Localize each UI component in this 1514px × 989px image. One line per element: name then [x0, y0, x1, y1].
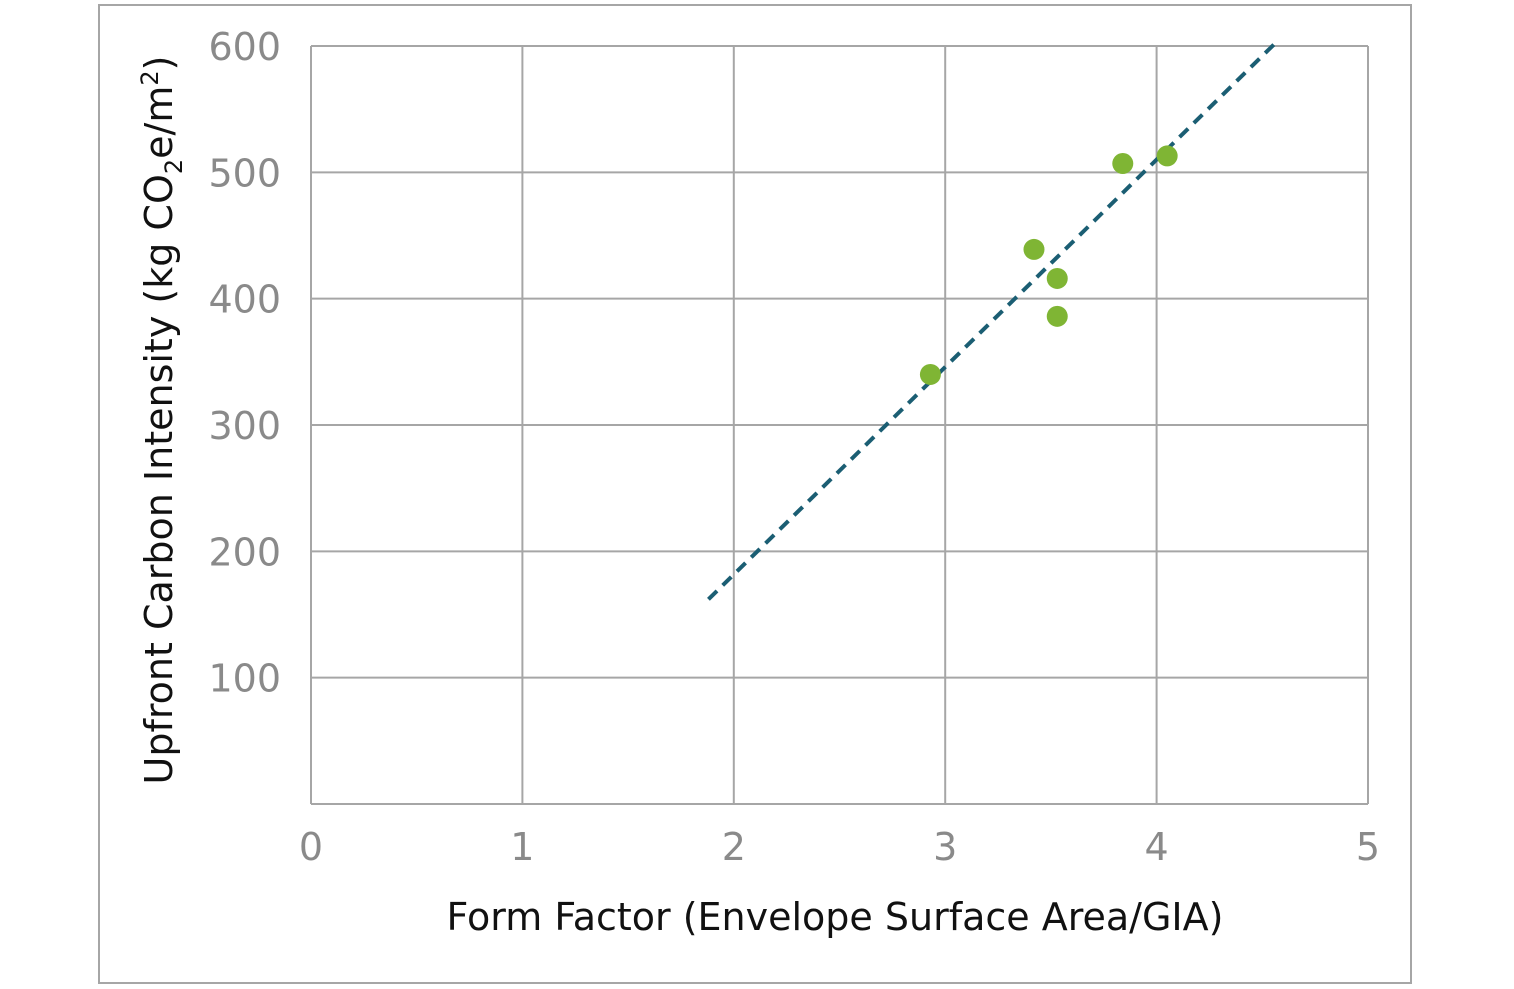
- x-tick-label-3: 3: [933, 825, 957, 869]
- data-point-5: [1156, 145, 1178, 167]
- trendline: [707, 42, 1277, 601]
- y-tick-label-3: 400: [208, 278, 281, 322]
- x-tick-label-0: 0: [299, 825, 323, 869]
- trendline-layer: [707, 42, 1277, 601]
- y-tick-label-5: 600: [208, 25, 281, 69]
- data-point-0: [919, 363, 941, 385]
- y-tick-label-4: 500: [208, 151, 281, 195]
- y-axis-title-subscript: 2: [160, 159, 188, 174]
- y-tick-label-2: 300: [208, 404, 281, 448]
- data-points: [919, 145, 1178, 385]
- data-point-2: [1046, 267, 1068, 289]
- x-tick-label-5: 5: [1356, 825, 1380, 869]
- y-axis-title: Upfront Carbon Intensity (kg CO2e/m2): [136, 56, 188, 785]
- y-tick-label-0: 100: [208, 657, 281, 701]
- chart-frame: [98, 4, 1412, 984]
- y-axis-title-superscript: 2: [136, 70, 164, 85]
- y-axis-title-suffix: ): [137, 56, 181, 71]
- data-point-3: [1046, 305, 1068, 327]
- y-tick-labels: 100 200 300 400 500 600: [208, 25, 281, 701]
- y-axis-title-mid: e/m: [137, 86, 181, 159]
- y-tick-label-1: 200: [208, 530, 281, 574]
- x-tick-label-2: 2: [722, 825, 746, 869]
- data-point-4: [1112, 152, 1134, 174]
- grid-lines: [310, 45, 1369, 805]
- x-tick-labels: 0 1 2 3 4 5: [299, 825, 1380, 869]
- x-tick-label-1: 1: [510, 825, 534, 869]
- x-tick-label-4: 4: [1145, 825, 1169, 869]
- x-axis-title: Form Factor (Envelope Surface Area/GIA): [447, 895, 1224, 939]
- y-axis-title-prefix: Upfront Carbon Intensity (kg CO: [137, 174, 181, 784]
- data-point-1: [1023, 238, 1045, 260]
